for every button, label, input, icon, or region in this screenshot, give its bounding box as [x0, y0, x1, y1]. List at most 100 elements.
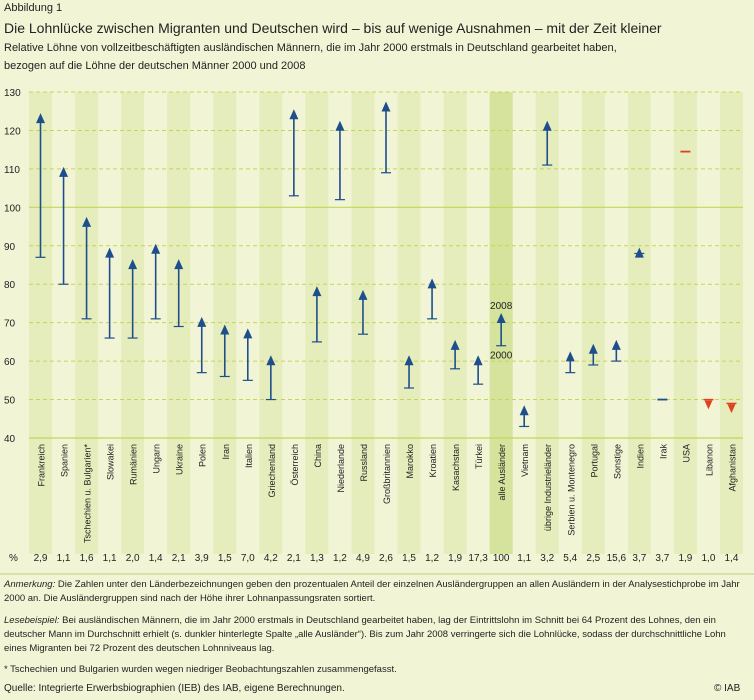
category-percent: 15,6 [607, 553, 627, 564]
category-label: Ungarn [152, 444, 162, 474]
category-label: Frankreich [37, 444, 47, 487]
category-label: übrige Industrieländer [543, 444, 553, 531]
arrow-head [82, 216, 92, 227]
category-label: alle Ausländer [497, 444, 507, 501]
category-label: Kasachstan [451, 444, 461, 491]
y-tick-label: 100 [4, 203, 21, 214]
arrow-head [358, 289, 368, 300]
category-label: Libanon [704, 444, 714, 476]
arrow-head [59, 166, 69, 177]
footnote: * Tschechien und Bulgarien wurden wegen … [4, 664, 397, 675]
category-label: Italien [244, 444, 254, 468]
arrow-head [473, 355, 483, 366]
category-percent: 2,9 [34, 553, 48, 564]
chart-title: Die Lohnlücke zwischen Migranten und Deu… [4, 20, 662, 36]
arrow-chart: 40 50 60 70 80 90 100 110 120 130 Frankreich 2,9 Spa… [0, 88, 754, 575]
category-percent: 1,1 [57, 553, 71, 564]
category-label: Ukraine [175, 444, 185, 475]
lesebeispiel-label: Lesebeispiel: [4, 615, 60, 626]
category-percent: 3,7 [632, 553, 646, 564]
category-percent: 1,1 [103, 553, 117, 564]
figure-label: Abbildung 1 [4, 2, 63, 14]
arrow-head [450, 339, 460, 350]
source-note: Quelle: Integrierte Erwerbsbiographien (… [4, 683, 345, 694]
arrow-head [611, 339, 621, 350]
arrow-head [519, 405, 529, 416]
category-label: Russland [359, 444, 369, 482]
category-percent: 1,9 [448, 553, 462, 564]
y-tick-label: 130 [4, 88, 21, 99]
category-percent: 4,9 [356, 553, 370, 564]
arrow-head [220, 324, 230, 335]
lesebeispiel-text: Bei ausländischen Männern, die im Jahr 2… [4, 615, 726, 654]
arrow-head [634, 247, 644, 258]
category-percent: 2,1 [172, 553, 186, 564]
category-percent: 1,9 [678, 553, 692, 564]
arrow-head [289, 109, 299, 120]
annotation-2000: 2000 [490, 351, 513, 362]
category-label: Österreich [290, 444, 300, 486]
y-tick-label: 50 [4, 396, 16, 407]
arrow-head [174, 259, 184, 270]
category-label: Polen [198, 444, 208, 467]
category-percent: 1,5 [218, 553, 232, 564]
category-percent: 1,4 [725, 553, 739, 564]
column-stripe [673, 92, 697, 554]
arrow-head [36, 113, 46, 124]
category-percent: 1,1 [517, 553, 531, 564]
category-label: Marokko [405, 444, 415, 479]
category-label: China [313, 444, 323, 468]
category-percent: 2,5 [586, 553, 600, 564]
category-percent: 3,7 [655, 553, 669, 564]
note-anmerkung: Anmerkung: Die Zahlen unter den Länderbe… [4, 578, 744, 606]
category-label: Irak [658, 444, 668, 460]
category-label: Vietnam [520, 444, 530, 477]
category-label: Indien [635, 444, 645, 469]
annotation-2008: 2008 [490, 301, 513, 312]
category-percent: 7,0 [241, 553, 255, 564]
percent-row-label: % [9, 553, 18, 564]
arrow-head [266, 355, 276, 366]
decline-arrow-head [727, 404, 736, 414]
category-percent: 1,4 [149, 553, 163, 564]
chart-subtitle-line-2: bezogen auf die Löhne der deutschen Männ… [4, 60, 306, 72]
category-label: Türkei [474, 444, 484, 469]
arrow-head [588, 343, 598, 354]
arrow-head [542, 120, 552, 131]
category-percent: 2,0 [126, 553, 140, 564]
arrow-head [404, 355, 414, 366]
arrow-head [335, 120, 345, 131]
arrow-head [312, 286, 322, 297]
anmerkung-text: Die Zahlen unter den Länderbezeichnungen… [4, 579, 740, 604]
note-lesebeispiel: Lesebeispiel: Bei ausländischen Männern,… [4, 614, 744, 656]
arrow-head [565, 351, 575, 362]
arrow-head [197, 316, 207, 327]
category-label: Spanien [60, 444, 70, 477]
iab-logo: © IAB [714, 683, 741, 694]
category-percent: 1,2 [425, 553, 439, 564]
y-tick-label: 120 [4, 126, 21, 137]
category-label: Griechenland [267, 444, 277, 498]
category-label: Serbien u. Montenegro [566, 444, 576, 536]
y-tick-label: 90 [4, 242, 16, 253]
category-percent: 5,4 [563, 553, 577, 564]
category-percent: 17,3 [468, 553, 488, 564]
category-label: USA [681, 444, 691, 463]
arrow-head [105, 247, 115, 258]
category-label: Afghanistan [727, 444, 737, 492]
category-label: Portugal [589, 444, 599, 478]
category-label: Tschechien u. Bulgarien* [83, 444, 93, 544]
category-percent: 1,5 [402, 553, 416, 564]
category-label: Kroatien [428, 444, 438, 478]
decline-arrow-head [704, 400, 713, 410]
category-percent: 2,1 [287, 553, 301, 564]
category-percent: 2,6 [379, 553, 393, 564]
category-percent: 3,2 [540, 553, 554, 564]
category-label: Iran [221, 444, 231, 460]
category-percent: 1,0 [701, 553, 715, 564]
y-tick-label: 40 [4, 434, 16, 445]
y-tick-label: 70 [4, 319, 16, 330]
category-label: Großbritannien [382, 444, 392, 504]
arrow-head [243, 328, 253, 339]
category-percent: 3,9 [195, 553, 209, 564]
